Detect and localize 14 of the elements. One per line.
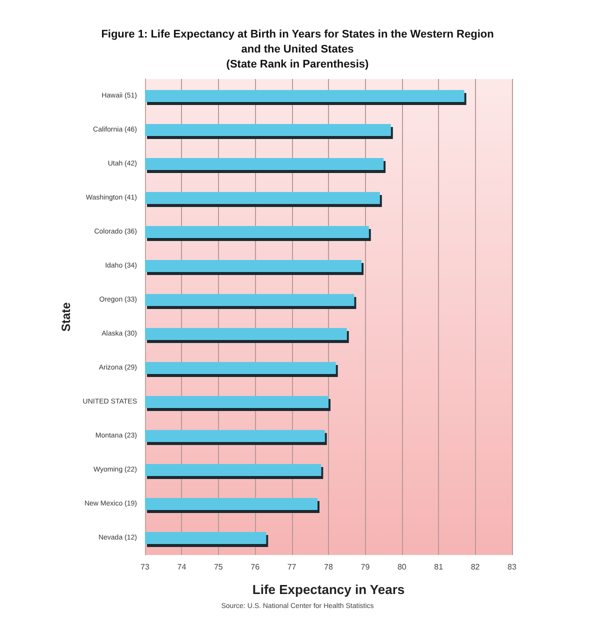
x-tick-label: 82: [470, 562, 480, 572]
x-tick-label: 76: [250, 562, 260, 572]
x-tick-label: 81: [434, 562, 444, 572]
x-tick-label: 74: [177, 562, 187, 572]
x-tick-label: 75: [214, 562, 224, 572]
x-tick-label: 73: [140, 562, 150, 572]
x-tick-label: 83: [508, 562, 517, 572]
y-axis-title: State: [58, 302, 73, 332]
x-axis-title: Life Expectancy in Years: [252, 582, 405, 597]
x-tick-label: 80: [397, 562, 407, 572]
x-tick-label: 78: [324, 562, 334, 572]
x-tick-label: 79: [360, 562, 370, 572]
x-tick-label: 77: [287, 562, 297, 572]
chart-title: Figure 1: Life Expectancy at Birth in Years for States in the Western Region and the United States (State Rank in Parenthesis): [101, 28, 494, 70]
